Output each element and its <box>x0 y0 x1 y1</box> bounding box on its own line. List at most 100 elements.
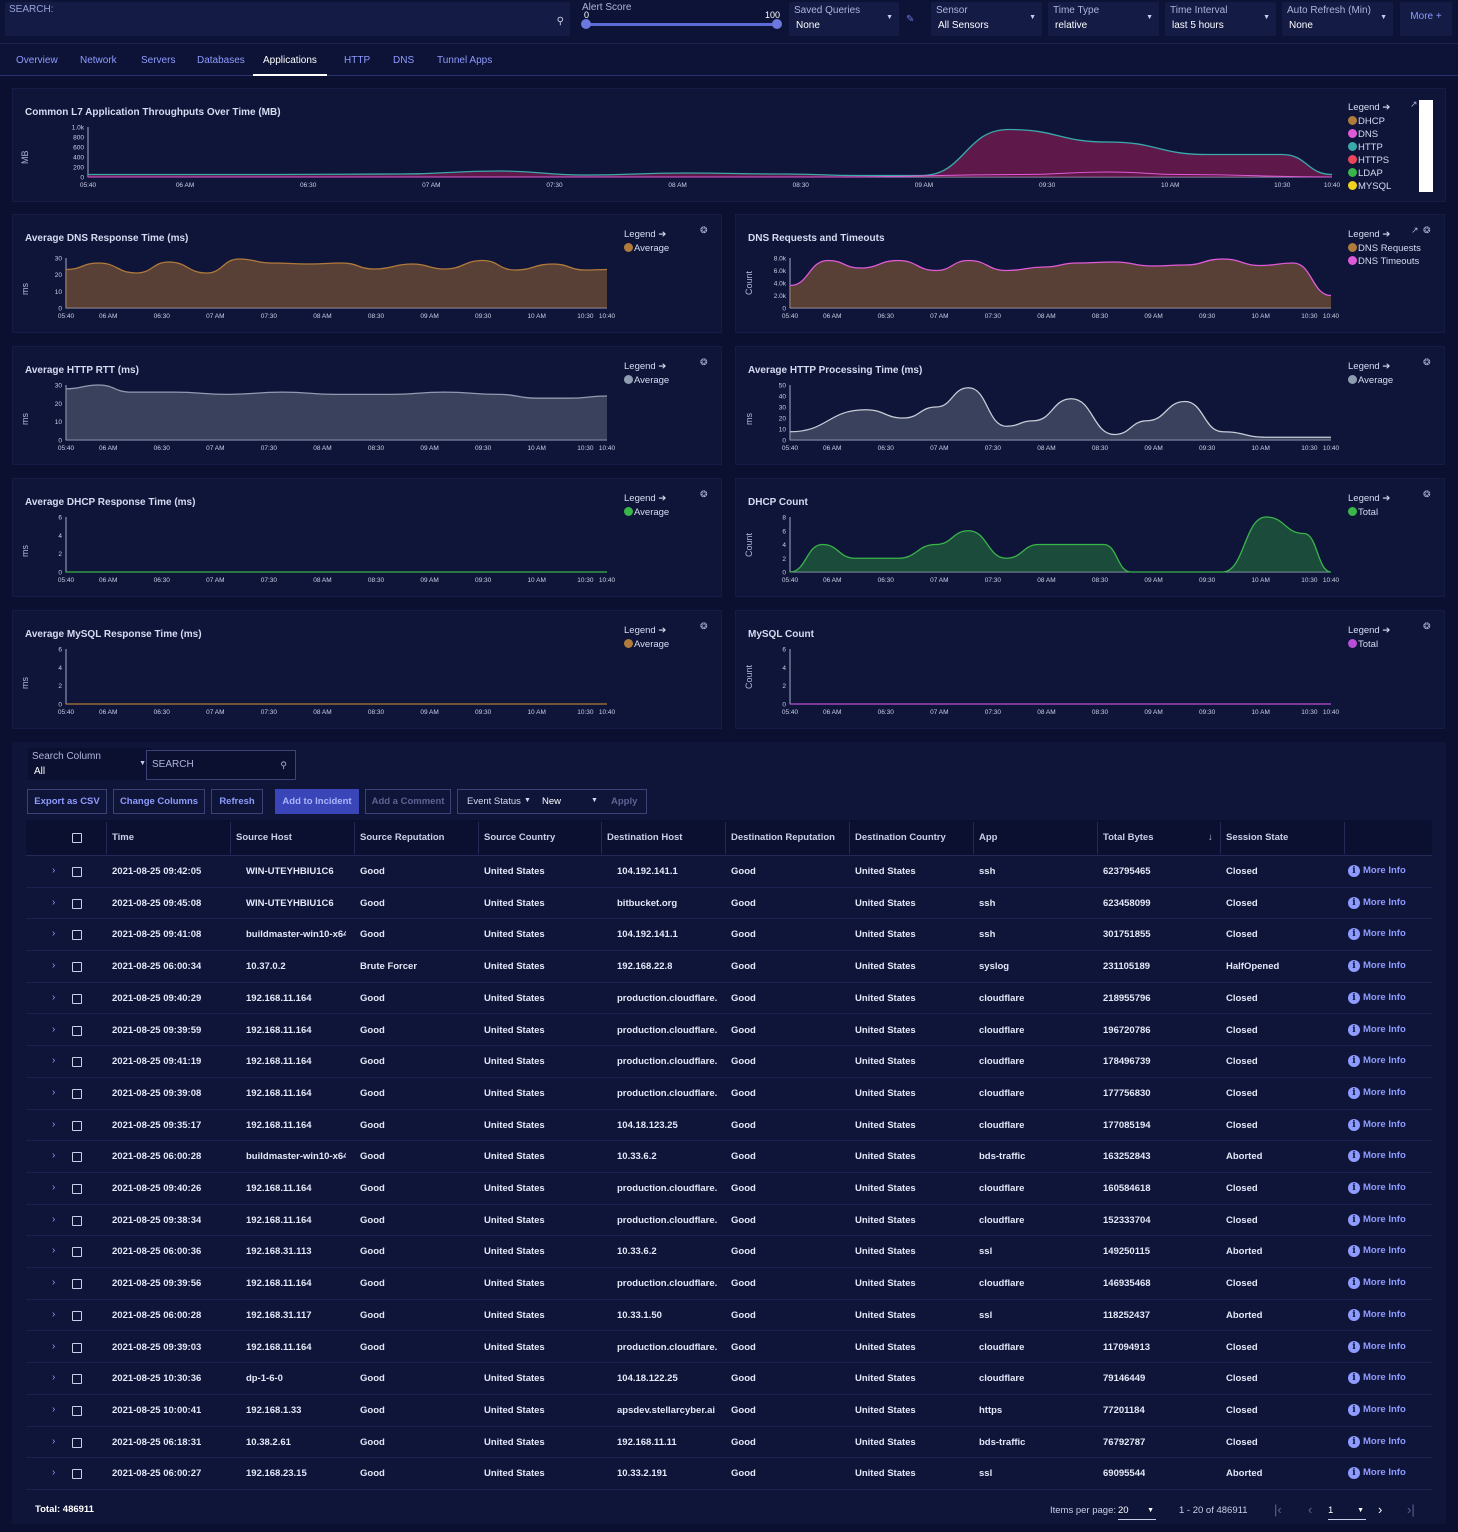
event-status-value[interactable]: New <box>542 796 562 807</box>
legend-header[interactable]: Legend ➔ <box>624 361 667 372</box>
table-row[interactable]: › 2021-08-25 09:42:05 WIN-UTEYHBIU1C6 Good… <box>26 856 1432 888</box>
sensor-dropdown[interactable]: Sensor All Sensors ▼ <box>931 2 1042 36</box>
row-checkbox[interactable] <box>72 1120 82 1131</box>
row-checkbox[interactable] <box>72 1184 82 1194</box>
column-header[interactable]: Source Country <box>484 832 556 843</box>
legend-item[interactable]: Average <box>624 242 669 255</box>
select-all-checkbox[interactable] <box>72 833 82 843</box>
chart-legend[interactable]: Legend ➔ Total <box>1348 493 1390 519</box>
time-interval-dropdown[interactable]: Time Interval last 5 hours ▼ <box>1165 2 1276 36</box>
search-icon[interactable]: ⚲ <box>280 760 287 770</box>
table-row[interactable]: › 2021-08-25 09:39:56 192.168.11.164 Good U… <box>26 1268 1432 1300</box>
more-info-link[interactable]: i More Info <box>1348 928 1406 941</box>
series-line[interactable] <box>65 258 608 274</box>
chart-legend[interactable]: Legend ➔ Average <box>624 229 669 255</box>
expand-row-icon[interactable]: › <box>52 991 56 1003</box>
series-line[interactable] <box>88 128 1333 177</box>
expand-row-icon[interactable]: › <box>52 1118 56 1130</box>
row-checkbox[interactable] <box>72 1374 82 1385</box>
expand-row-icon[interactable]: › <box>52 960 56 972</box>
edit-icon[interactable]: ✎ <box>906 14 915 25</box>
table-row[interactable]: › 2021-08-25 09:41:08 buildmaster-win10-x… <box>26 919 1432 952</box>
column-header[interactable]: Source Host <box>236 832 292 843</box>
prev-page-icon[interactable]: ‹ <box>1308 1502 1313 1517</box>
row-checkbox[interactable] <box>72 1310 82 1321</box>
more-info-link[interactable]: i More Info <box>1348 991 1406 1004</box>
expand-row-icon[interactable]: › <box>52 928 56 940</box>
row-checkbox[interactable] <box>72 1247 82 1258</box>
legend-header[interactable]: Legend ➔ <box>1348 361 1391 372</box>
expand-row-icon[interactable]: › <box>52 1086 56 1098</box>
more-info-link[interactable]: i More Info <box>1348 1467 1406 1480</box>
more-info-link[interactable]: i More Info <box>1348 960 1406 973</box>
row-checkbox[interactable] <box>72 867 82 877</box>
table-row[interactable]: › 2021-08-25 06:00:36 192.168.31.113 Good U… <box>26 1236 1432 1269</box>
next-page-icon[interactable]: › <box>1378 1502 1383 1517</box>
legend-item[interactable]: Average <box>624 638 669 651</box>
table-row[interactable]: › 2021-08-25 09:41:19 192.168.11.164 Good U… <box>26 1046 1432 1078</box>
row-checkbox[interactable] <box>72 1088 82 1099</box>
column-header[interactable]: Destination Reputation <box>731 832 835 843</box>
legend-item[interactable]: Total <box>1348 638 1390 651</box>
row-checkbox[interactable] <box>72 1437 82 1448</box>
legend-item[interactable]: Total <box>1348 506 1390 519</box>
more-info-link[interactable]: i More Info <box>1348 1308 1406 1321</box>
more-info-link[interactable]: i More Info <box>1348 896 1406 909</box>
row-checkbox[interactable] <box>72 1469 82 1480</box>
add-comment-button[interactable]: Add a Comment <box>365 789 451 814</box>
table-row[interactable]: › 2021-08-25 06:00:27 192.168.23.15 Good Un… <box>26 1458 1432 1490</box>
legend-scrollbar[interactable] <box>1419 100 1433 192</box>
page-select[interactable]: 1 ▼ <box>1328 1505 1366 1520</box>
legend-item[interactable]: DNS <box>1348 128 1391 141</box>
more-info-link[interactable]: i More Info <box>1348 1277 1406 1290</box>
bug-icon[interactable]: ❂ <box>700 225 708 235</box>
trend-chart-icon[interactable]: ↗ <box>1410 99 1418 109</box>
column-header[interactable]: Destination Host <box>607 832 683 843</box>
time-type-dropdown[interactable]: Time Type relative ▼ <box>1048 2 1159 36</box>
apply-button[interactable]: Apply <box>611 796 638 807</box>
row-checkbox[interactable] <box>72 898 82 909</box>
table-row[interactable]: › 2021-08-25 10:30:36 dp-1-6-0 Good United … <box>26 1363 1432 1395</box>
tab-applications[interactable]: Applications <box>253 44 327 76</box>
table-row[interactable]: › 2021-08-25 06:18:31 10.38.2.61 Good Unite… <box>26 1427 1432 1459</box>
legend-item[interactable]: DNS Timeouts <box>1348 255 1421 268</box>
legend-header[interactable]: Legend ➔ <box>624 229 667 240</box>
chart-legend[interactable]: Legend ➔ Average <box>624 493 669 519</box>
chart-legend[interactable]: Legend ➔ Total <box>1348 625 1390 651</box>
row-checkbox[interactable] <box>72 930 82 941</box>
more-button[interactable]: More + <box>1400 2 1452 36</box>
row-checkbox[interactable] <box>72 1342 82 1353</box>
series-line[interactable] <box>88 171 1333 178</box>
row-checkbox[interactable] <box>72 1152 82 1163</box>
chart-legend[interactable]: Legend ➔ Average <box>1348 361 1393 387</box>
more-info-link[interactable]: i More Info <box>1348 1118 1406 1131</box>
search-icon[interactable]: ⚲ <box>556 16 564 27</box>
column-header[interactable]: Session State <box>1226 832 1289 843</box>
table-row[interactable]: › 2021-08-25 09:39:08 192.168.11.164 Good U… <box>26 1078 1432 1110</box>
legend-header[interactable]: Legend ➔ <box>1348 229 1391 240</box>
more-info-link[interactable]: i More Info <box>1348 1340 1406 1353</box>
expand-row-icon[interactable]: › <box>52 1340 56 1352</box>
saved-queries-dropdown[interactable]: Saved Queries None ▼ <box>789 2 899 36</box>
bug-icon[interactable]: ❂ <box>700 621 708 631</box>
legend-header[interactable]: Legend ➔ <box>1348 493 1391 504</box>
more-info-link[interactable]: i More Info <box>1348 1150 1406 1163</box>
alert-score-slider[interactable]: Alert Score 0 100 <box>578 2 786 36</box>
expand-row-icon[interactable]: › <box>52 1372 56 1384</box>
chart-legend[interactable]: Legend ➔ DHCP DNS HTTP HTTPS LDAP MYSQL <box>1348 102 1391 193</box>
series-line[interactable] <box>65 384 608 399</box>
tab-network[interactable]: Network <box>80 55 117 66</box>
more-info-link[interactable]: i More Info <box>1348 1055 1406 1068</box>
refresh-button[interactable]: Refresh <box>211 789 263 814</box>
tab-tunnel-apps[interactable]: Tunnel Apps <box>437 55 493 66</box>
chart-legend[interactable]: Legend ➔ Average <box>624 361 669 387</box>
expand-row-icon[interactable]: › <box>52 1435 56 1447</box>
table-row[interactable]: › 2021-08-25 06:00:34 10.37.0.2 Brute Forc… <box>26 951 1432 983</box>
expand-row-icon[interactable]: › <box>52 1308 56 1320</box>
bug-icon[interactable]: ❂ <box>1423 621 1431 631</box>
tab-servers[interactable]: Servers <box>141 55 176 66</box>
search-column-dropdown[interactable]: Search Column All ▼ <box>28 748 152 780</box>
global-search[interactable]: SEARCH: ⚲ <box>5 2 570 36</box>
column-header[interactable]: Time <box>112 832 135 843</box>
legend-item[interactable]: LDAP <box>1348 167 1391 180</box>
